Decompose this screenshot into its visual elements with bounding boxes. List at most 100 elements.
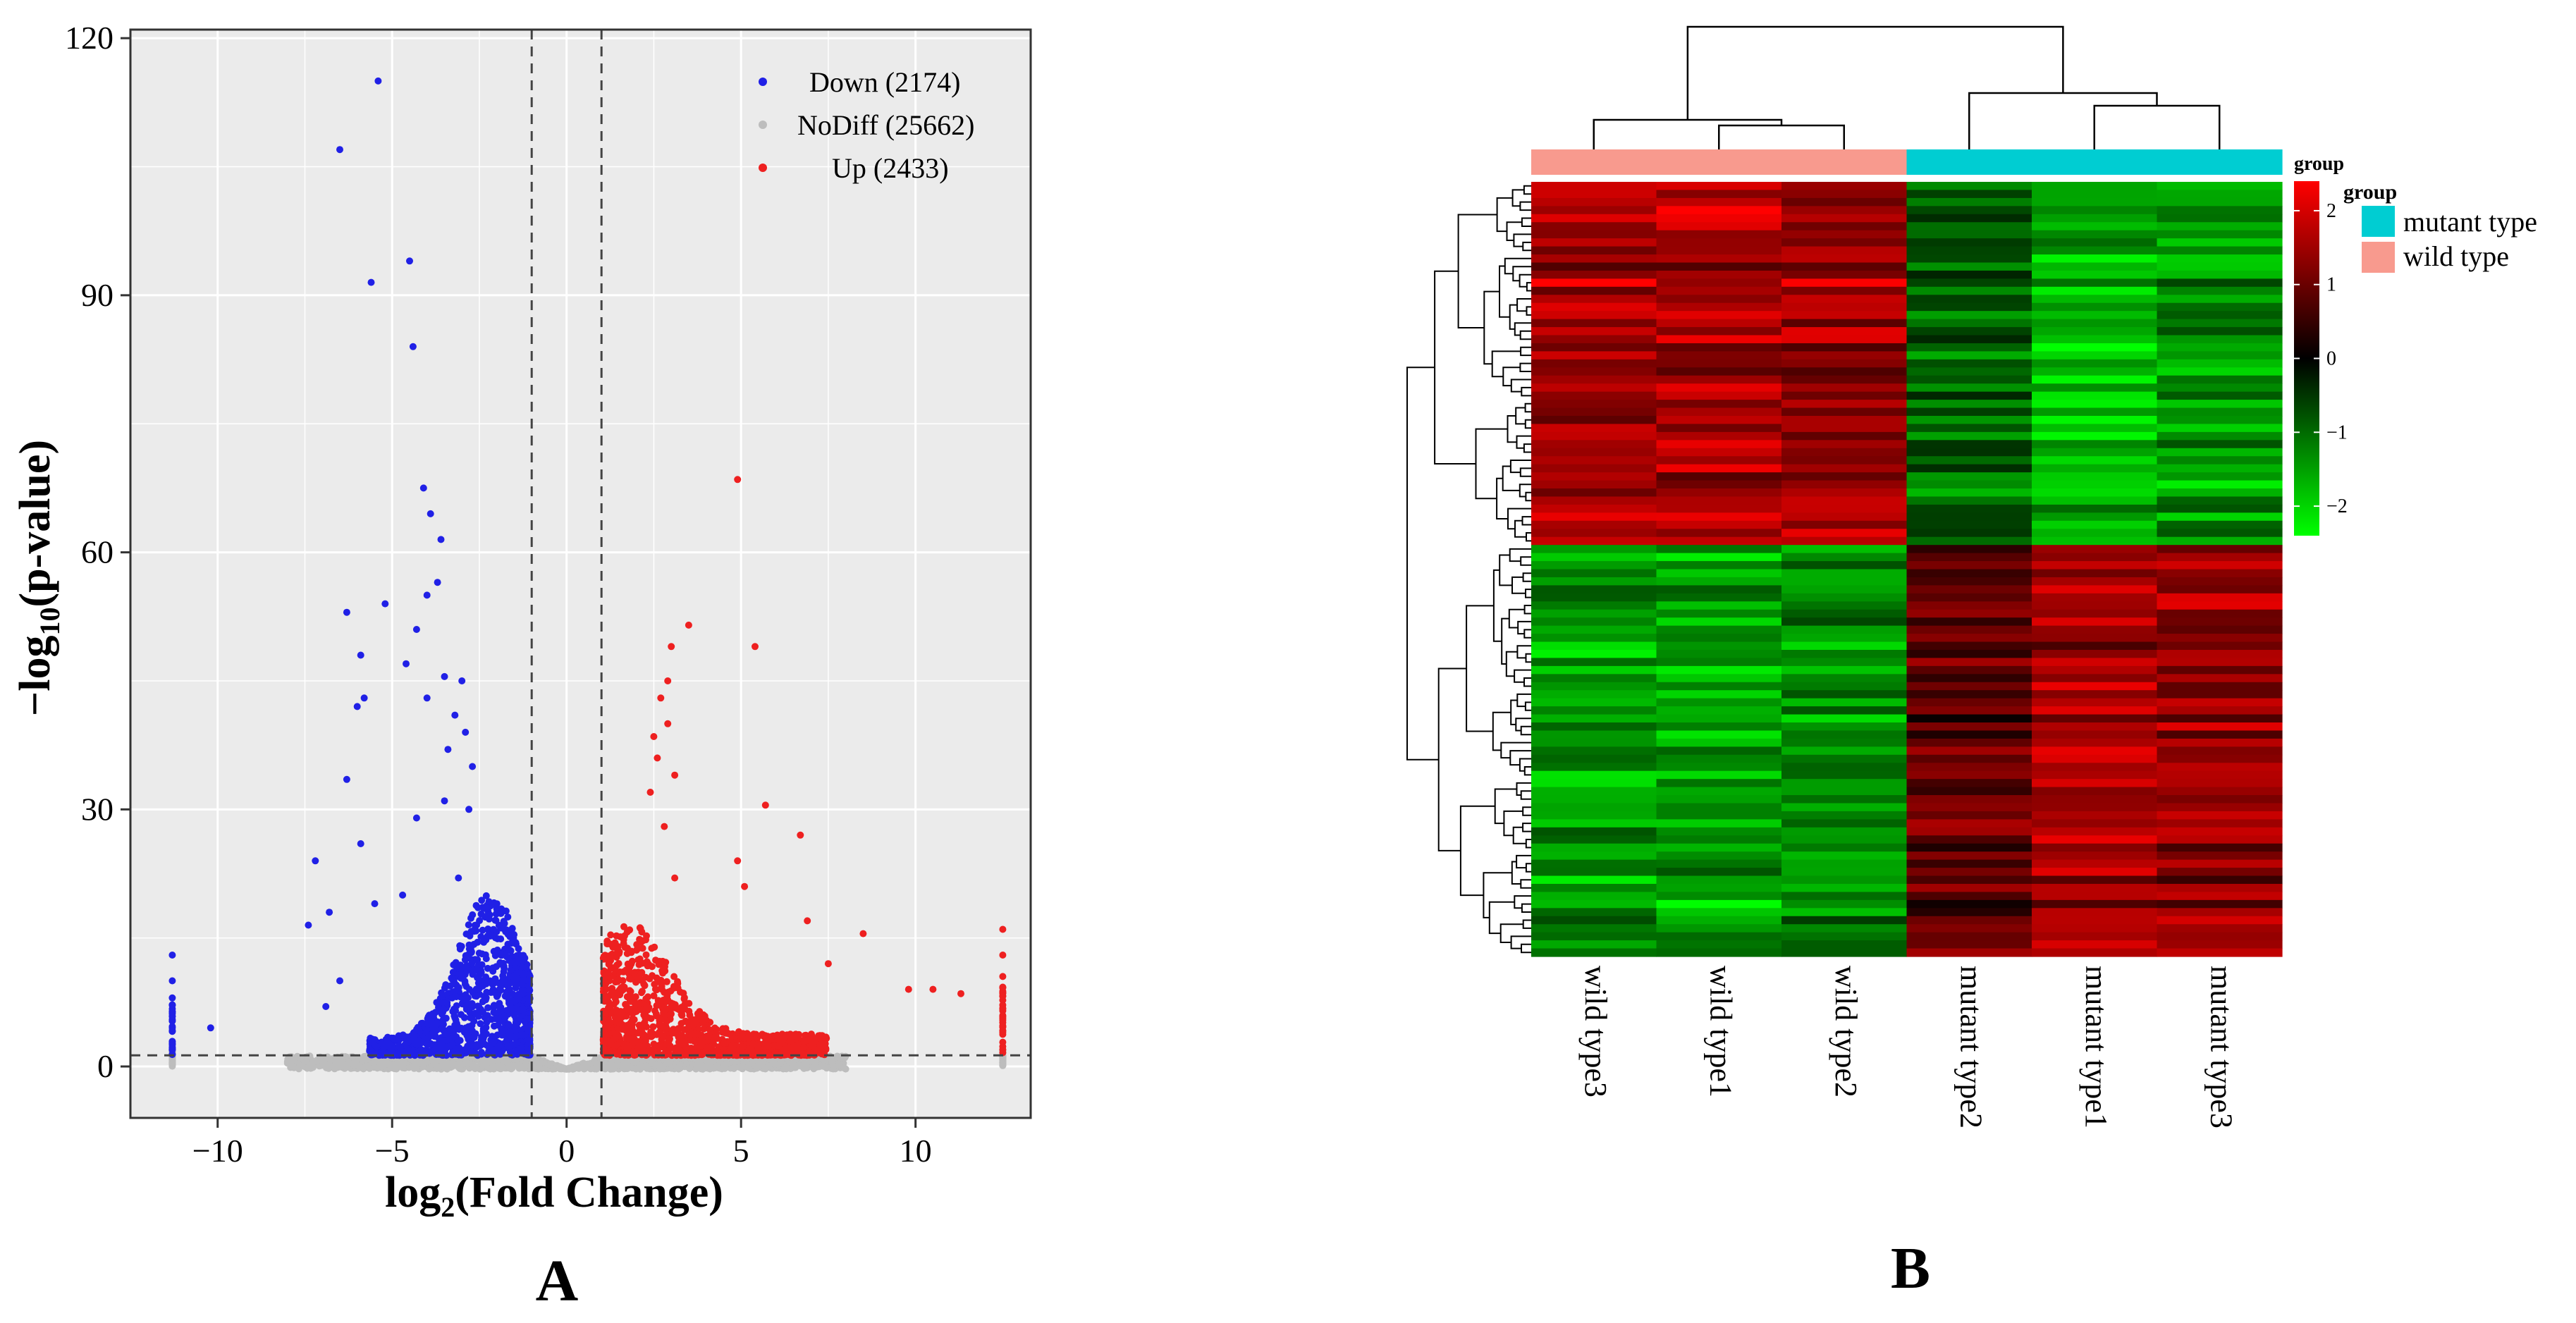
heatmap-cell — [1906, 682, 2032, 691]
heatmap-cell — [1656, 448, 1782, 457]
heatmap-cell — [1531, 464, 1657, 473]
heatmap-cell — [1531, 916, 1657, 925]
heatmap-cell — [1781, 222, 1908, 231]
up-point — [661, 967, 669, 975]
down-point — [524, 1036, 532, 1044]
up-point — [649, 1023, 657, 1030]
up-point — [623, 949, 631, 957]
heatmap-cell — [1906, 351, 2032, 360]
heatmap-cell — [2157, 859, 2283, 868]
down-point — [478, 1039, 485, 1047]
down-point — [482, 892, 490, 899]
heatmap-cell — [1906, 868, 2032, 877]
heatmap-cell — [1906, 197, 2032, 207]
up-point-outlier — [646, 789, 654, 796]
down-point — [491, 975, 499, 983]
heatmap-cell — [2157, 464, 2283, 473]
dendrogram-branch — [1519, 201, 1531, 211]
nodiff-point — [470, 1062, 478, 1069]
down-point — [463, 1032, 471, 1039]
heatmap-cell — [1656, 827, 1782, 836]
up-point — [653, 1012, 661, 1020]
heatmap-cell — [2157, 649, 2283, 659]
dendrogram-branch — [1519, 467, 1531, 477]
heatmap-cell — [1531, 609, 1657, 618]
down-point — [519, 1048, 526, 1056]
heatmap-cell — [1531, 690, 1657, 699]
up-point — [677, 1033, 685, 1041]
heatmap-cell — [1781, 383, 1908, 393]
heatmap-cell — [1531, 270, 1657, 279]
up-point — [698, 1035, 705, 1043]
heatmap-cell — [1781, 609, 1908, 618]
heatmap-cell — [1531, 254, 1657, 264]
heatmap-column-label: mutant type3 — [2204, 966, 2238, 1128]
nodiff-point — [699, 1065, 706, 1073]
up-point — [634, 1045, 642, 1052]
heatmap-cell — [1781, 375, 1908, 384]
heatmap-cell — [1531, 182, 1657, 191]
up-point — [651, 1042, 658, 1050]
down-point-outlier — [336, 146, 343, 154]
up-point — [765, 1050, 773, 1058]
heatmap-cell — [2032, 948, 2158, 957]
up-point — [716, 1049, 724, 1057]
volcano-y-axis-title: −log10(p-value) — [11, 440, 66, 716]
up-point — [771, 1042, 778, 1050]
heatmap-cell — [1656, 674, 1782, 683]
heatmap-cell — [1656, 206, 1782, 215]
heatmap-cell — [1906, 440, 2032, 449]
heatmap-cell — [2032, 488, 2158, 498]
heatmap-cell — [1531, 190, 1657, 199]
heatmap-cell — [1906, 400, 2032, 409]
heatmap-cell — [1906, 634, 2032, 643]
dendrogram-branch — [1457, 214, 1497, 328]
colorbar-tick-label: −2 — [2326, 496, 2348, 517]
heatmap-cell — [1531, 351, 1657, 360]
heatmap-cell — [1906, 932, 2032, 941]
dendrogram-branch — [1524, 402, 1531, 413]
heatmap-cell — [1656, 351, 1782, 360]
heatmap-cell — [1656, 665, 1782, 675]
up-point — [999, 1011, 1007, 1019]
up-point — [638, 1028, 646, 1036]
heatmap-cell — [1781, 488, 1908, 498]
dendrogram-branch — [1520, 556, 1531, 566]
dendrogram-branch — [1488, 901, 1515, 935]
heatmap-cell — [1781, 182, 1908, 191]
nodiff-point — [168, 1059, 176, 1066]
down-point — [501, 1012, 508, 1020]
heatmap-cell — [2157, 327, 2283, 336]
colorbar-tick-label: 2 — [2326, 200, 2336, 222]
down-point — [479, 1008, 486, 1016]
up-point — [723, 1028, 730, 1035]
heatmap-cell — [2032, 634, 2158, 643]
heatmap-cell — [1906, 286, 2032, 295]
up-point — [720, 1040, 728, 1047]
heatmap-cell — [1781, 335, 1908, 344]
dendrogram-branch — [1491, 350, 1521, 378]
heatmap-cell — [1781, 932, 1908, 941]
heatmap-cell — [1781, 278, 1908, 288]
heatmap-column-labels: wild type3 wild type1 wild type2 mutant typ… — [1578, 966, 2239, 1128]
heatmap-cell — [2032, 690, 2158, 699]
down-point — [477, 1020, 484, 1028]
down-point-outlier — [322, 1003, 330, 1010]
nodiff-point — [663, 1057, 671, 1065]
dendrogram-branch — [1524, 701, 1531, 711]
dendrogram-branch — [1516, 854, 1531, 869]
down-point-outlier — [423, 591, 431, 599]
heatmap-cell — [2032, 827, 2158, 836]
heatmap-cell — [2157, 916, 2283, 925]
heatmap-cell — [1781, 746, 1908, 756]
heatmap-cell — [2157, 343, 2283, 352]
heatmap-cell — [2157, 641, 2283, 651]
heatmap-cell — [1656, 892, 1782, 901]
heatmap-cell — [1781, 601, 1908, 610]
heatmap-cell — [2032, 407, 2158, 417]
heatmap-cell — [2032, 811, 2158, 820]
up-point-outlier — [664, 677, 672, 684]
heatmap-cell — [1656, 456, 1782, 465]
heatmap-cell — [1906, 545, 2032, 554]
heatmap-cell — [1906, 835, 2032, 844]
